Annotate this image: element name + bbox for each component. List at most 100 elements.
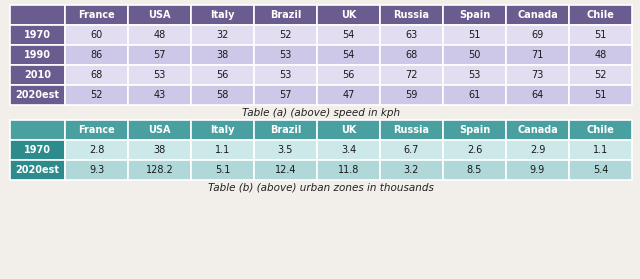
Text: 58: 58	[216, 90, 228, 100]
Text: Italy: Italy	[211, 10, 235, 20]
Bar	[569, 120, 632, 140]
Text: 3.5: 3.5	[278, 145, 293, 155]
Bar	[10, 65, 65, 85]
Bar	[380, 25, 443, 45]
Text: Table (a) (above) speed in kph: Table (a) (above) speed in kph	[242, 108, 400, 118]
Text: Canada: Canada	[517, 10, 558, 20]
Text: 9.3: 9.3	[89, 165, 104, 175]
Text: 54: 54	[342, 50, 355, 60]
Bar	[317, 140, 380, 160]
Bar	[254, 5, 317, 25]
Text: 38: 38	[216, 50, 228, 60]
Text: 72: 72	[405, 70, 418, 80]
Text: 52: 52	[595, 70, 607, 80]
Text: 52: 52	[90, 90, 103, 100]
Bar	[10, 120, 65, 140]
Text: 1970: 1970	[24, 30, 51, 40]
Text: 3.2: 3.2	[404, 165, 419, 175]
Bar	[10, 85, 65, 105]
Bar	[65, 120, 128, 140]
Bar	[254, 45, 317, 65]
Text: 48: 48	[595, 50, 607, 60]
Text: 2010: 2010	[24, 70, 51, 80]
Text: 12.4: 12.4	[275, 165, 296, 175]
Bar	[506, 85, 569, 105]
Text: 60: 60	[90, 30, 102, 40]
Bar	[443, 25, 506, 45]
Text: 57: 57	[279, 90, 292, 100]
Text: USA: USA	[148, 10, 171, 20]
Text: 53: 53	[279, 50, 292, 60]
Text: 128.2: 128.2	[146, 165, 173, 175]
Bar	[443, 160, 506, 180]
Text: 8.5: 8.5	[467, 165, 482, 175]
Bar	[506, 5, 569, 25]
Bar	[191, 120, 254, 140]
Bar	[506, 25, 569, 45]
Text: UK: UK	[341, 125, 356, 135]
Text: 63: 63	[405, 30, 418, 40]
Text: 32: 32	[216, 30, 228, 40]
Text: Russia: Russia	[394, 125, 429, 135]
Text: 2020est: 2020est	[15, 90, 60, 100]
Text: 86: 86	[90, 50, 102, 60]
Bar	[191, 25, 254, 45]
Text: 2.6: 2.6	[467, 145, 482, 155]
Bar	[380, 65, 443, 85]
Bar	[65, 65, 128, 85]
Bar	[128, 25, 191, 45]
Bar	[128, 140, 191, 160]
Bar	[254, 140, 317, 160]
Bar	[380, 120, 443, 140]
Bar	[191, 5, 254, 25]
Text: 3.4: 3.4	[341, 145, 356, 155]
Text: 48: 48	[154, 30, 166, 40]
Text: Russia: Russia	[394, 10, 429, 20]
Text: UK: UK	[341, 10, 356, 20]
Bar	[380, 45, 443, 65]
Text: France: France	[78, 125, 115, 135]
Bar	[443, 85, 506, 105]
Bar	[506, 120, 569, 140]
Bar	[191, 65, 254, 85]
Bar	[191, 45, 254, 65]
Text: Chile: Chile	[587, 125, 614, 135]
Bar	[65, 5, 128, 25]
Text: 1990: 1990	[24, 50, 51, 60]
Bar	[569, 5, 632, 25]
Bar	[254, 25, 317, 45]
Bar	[317, 85, 380, 105]
Bar	[128, 45, 191, 65]
Bar	[128, 5, 191, 25]
Bar	[191, 140, 254, 160]
Text: 51: 51	[468, 30, 481, 40]
Bar	[254, 160, 317, 180]
Bar	[10, 160, 65, 180]
Bar	[65, 45, 128, 65]
Text: 38: 38	[154, 145, 166, 155]
Text: 61: 61	[468, 90, 481, 100]
Text: 64: 64	[531, 90, 543, 100]
Bar	[254, 120, 317, 140]
Bar	[317, 160, 380, 180]
Bar	[569, 25, 632, 45]
Text: 1970: 1970	[24, 145, 51, 155]
Text: Canada: Canada	[517, 125, 558, 135]
Bar	[317, 25, 380, 45]
Text: 71: 71	[531, 50, 544, 60]
Bar	[569, 65, 632, 85]
Bar	[443, 5, 506, 25]
Text: 53: 53	[279, 70, 292, 80]
Bar	[569, 45, 632, 65]
Bar	[443, 65, 506, 85]
Text: 54: 54	[342, 30, 355, 40]
Text: Chile: Chile	[587, 10, 614, 20]
Bar	[317, 5, 380, 25]
Bar	[443, 45, 506, 65]
Bar	[65, 140, 128, 160]
Bar	[254, 65, 317, 85]
Text: 2.8: 2.8	[89, 145, 104, 155]
Text: 1.1: 1.1	[215, 145, 230, 155]
Bar	[128, 65, 191, 85]
Text: 5.4: 5.4	[593, 165, 608, 175]
